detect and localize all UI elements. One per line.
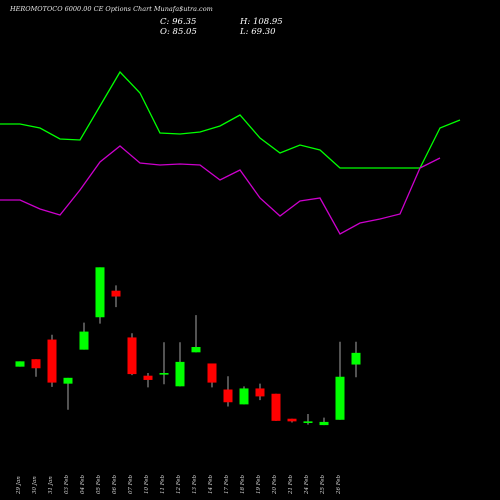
date-label-17: 20 Feb	[272, 474, 278, 495]
date-label-3: 31 Jan	[48, 476, 54, 494]
date-label-6: 05 Feb	[96, 474, 102, 494]
candle-body-10	[159, 373, 169, 375]
candle-body-17	[271, 393, 281, 421]
candle-body-2	[31, 359, 41, 369]
date-label-10: 11 Feb	[160, 474, 166, 494]
low-value: L: 69.30	[240, 27, 276, 37]
date-label-1: 29 Jan	[16, 476, 22, 495]
date-label-8: 07 Feb	[128, 474, 134, 494]
candle-body-16	[255, 388, 265, 397]
chart-title: HEROMOTOCO 6000.00 CE Options Chart Muna…	[10, 5, 213, 13]
candle-body-22	[351, 352, 361, 365]
candle-body-19	[303, 421, 313, 423]
candle-body-21	[335, 376, 345, 420]
date-label-21: 26 Feb	[336, 474, 342, 495]
date-label-19: 24 Feb	[304, 474, 310, 495]
date-label-16: 19 Feb	[256, 474, 262, 494]
date-label-9: 10 Feb	[144, 474, 150, 494]
candle-body-15	[239, 388, 249, 405]
date-label-7: 06 Feb	[112, 474, 118, 494]
candle-body-8	[127, 337, 137, 375]
open-value: O: 85.05	[160, 27, 197, 37]
date-label-11: 12 Feb	[176, 474, 182, 494]
date-label-15: 18 Feb	[240, 474, 246, 494]
candle-body-4	[63, 377, 73, 384]
date-label-4: 03 Feb	[64, 474, 70, 494]
candle-body-12	[191, 347, 201, 353]
ohlc-left: C: 96.35 O: 85.05	[160, 17, 197, 37]
high-value: H: 108.95	[240, 17, 283, 27]
date-label-12: 13 Feb	[192, 474, 198, 494]
date-label-13: 14 Feb	[208, 474, 214, 494]
date-label-18: 21 Feb	[288, 474, 294, 495]
candle-body-6	[95, 267, 105, 318]
candle-body-1	[15, 361, 25, 367]
indicator-line-2	[0, 145, 441, 235]
date-label-2: 30 Jan	[32, 476, 38, 494]
date-label-20: 25 Feb	[320, 474, 326, 495]
candle-body-20	[319, 421, 329, 426]
candle-body-3	[47, 339, 57, 383]
candle-body-7	[111, 290, 121, 297]
ohlc-right: H: 108.95 L: 69.30	[240, 17, 283, 37]
candle-body-13	[207, 363, 217, 383]
candle-body-14	[223, 389, 233, 403]
indicator-line-1	[0, 70, 461, 169]
close-value: C: 96.35	[160, 17, 197, 27]
date-label-14: 17 Feb	[224, 474, 230, 494]
candle-body-18	[287, 418, 297, 422]
candle-body-11	[175, 361, 185, 387]
date-label-5: 04 Feb	[80, 474, 86, 494]
candle-body-5	[79, 331, 89, 350]
candle-body-9	[143, 375, 153, 380]
